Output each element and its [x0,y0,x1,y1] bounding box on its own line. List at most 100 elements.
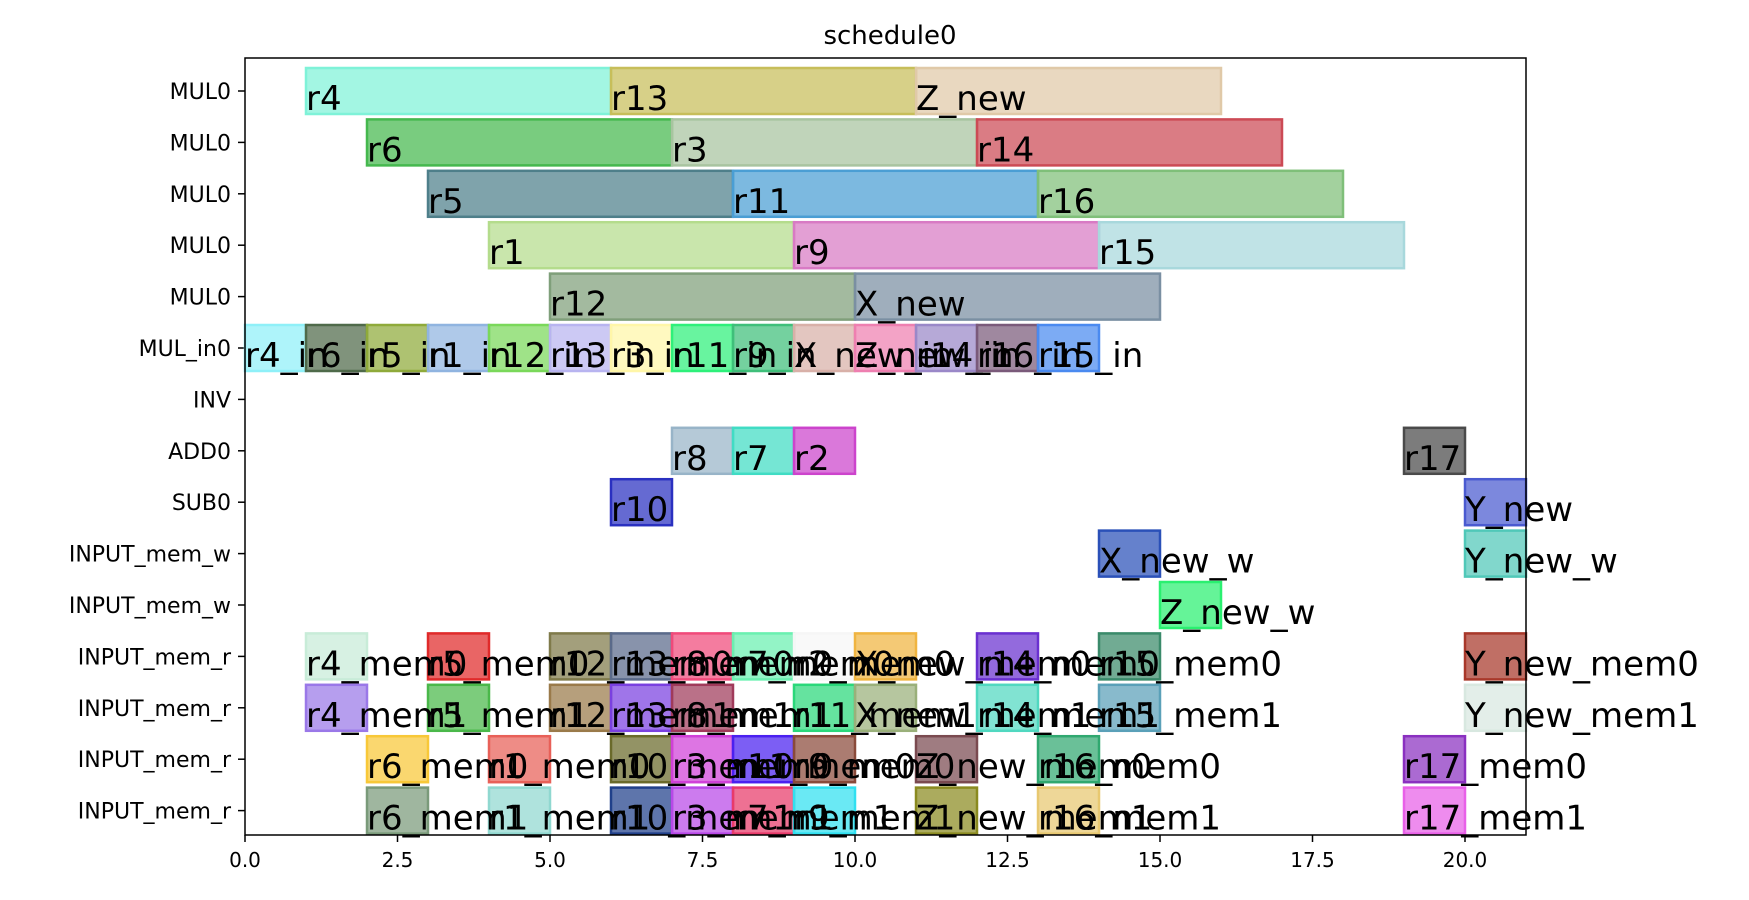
task-label-r11-mem0: r11_mem0 [733,747,916,787]
task-label-r11: r11 [733,182,790,222]
task-label-r3-mem1: r3_mem1 [672,799,833,839]
task-bar-r6-mem1 [365,786,430,835]
task-label-x-new-w: X_new_w [1099,542,1254,582]
task-bar-r9 [792,220,1101,270]
task-label-r16-in: r16_in [977,336,1082,376]
task-bar-x-new [853,272,1162,321]
task-bars [243,66,1528,835]
task-bar-z-new [914,66,1223,116]
task-label-r13-in: r13_in [550,336,655,376]
task-bar-y-new-mem1 [1463,683,1528,733]
task-label-r1-mem0: r1_mem0 [489,747,650,787]
task-label-z-new-in: Z_new_in [855,336,1014,376]
task-bar-r11 [731,169,1040,219]
task-label-r4: r4 [306,79,342,119]
row-label: MUL0 [170,234,231,259]
task-label-x-new: X_new [855,285,966,325]
task-bar-r7 [731,426,796,476]
row-label: INPUT_mem_r [78,645,232,670]
task-bar-r8-mem1 [670,683,735,733]
task-bar-r15-mem0 [1097,632,1162,681]
task-label-r15-mem0: r15_mem0 [1099,644,1282,684]
chart-title: schedule0 [823,21,956,51]
task-bar-r12-in [487,323,552,373]
task-label-x-new-mem1: X_new_mem1 [855,696,1091,736]
task-label-x-new-mem0: X_new_mem0 [855,644,1091,684]
task-bar-r8 [670,426,735,476]
row-label: INPUT_mem_w [69,543,231,568]
task-label-r5-mem1: r5_mem1 [428,696,589,736]
task-label-r3-mem0: r3_mem0 [672,747,833,787]
task-label-r4-in: r4_in [245,336,329,376]
task-bar-r7-mem1 [731,786,796,835]
row-label: INPUT_mem_w [69,594,231,619]
task-label-r6: r6 [367,130,403,170]
task-bar-y-new-w [1463,529,1528,578]
task-bar-r12 [548,272,857,321]
task-label-r2-mem0: r2_mem0 [794,644,955,684]
task-label-r13-mem0: r13_mem0 [611,644,794,684]
task-bar-r4-mem1 [304,683,369,733]
task-bar-r9-mem0 [792,734,857,784]
task-label-y-new-w: Y_new_w [1464,542,1618,582]
row-label: INV [193,388,231,413]
task-label-r9: r9 [794,233,830,273]
x-tick-label: 5.0 [534,848,566,872]
row-label: MUL0 [170,80,231,105]
task-label-r11-mem1: r11_mem1 [794,696,977,736]
task-label-r5-in: r5_in [367,336,451,376]
task-bar-x-new-in [792,323,857,373]
task-bar-z-new-w [1158,580,1223,630]
row-label: INPUT_mem_r [78,800,232,825]
x-tick-label: 17.5 [1290,848,1335,872]
task-bar-x-new-mem0 [853,632,918,681]
task-bar-r15-in [1036,323,1101,373]
task-bar-r16 [1036,169,1345,219]
x-tick-label: 2.5 [382,848,414,872]
task-label-r10: r10 [611,490,668,530]
task-bar-r3 [670,118,979,167]
task-label-r13-mem1: r13_mem1 [611,696,794,736]
task-label-r16: r16 [1038,182,1095,222]
task-bar-r3-mem1 [670,786,735,835]
task-label-z-new: Z_new [916,79,1027,119]
task-label-r15-mem1: r15_mem1 [1099,696,1282,736]
task-label-r12-in: r12_in [489,336,594,376]
x-tick-label: 0.0 [229,848,261,872]
x-tick-label: 7.5 [687,848,719,872]
row-label: MUL0 [170,131,231,156]
task-label-y-new-mem1: Y_new_mem1 [1464,696,1699,736]
task-bar-x-new-mem1 [853,683,918,733]
task-bar-r17-mem1 [1402,786,1467,835]
task-label-y-new-mem0: Y_new_mem0 [1464,644,1699,684]
task-label-r14-mem0: r14_mem0 [977,644,1160,684]
task-bar-r11-mem0 [731,734,796,784]
task-label-r13: r13 [611,79,668,119]
task-bar-r17 [1402,426,1467,476]
task-bar-r3-in [609,323,674,373]
task-label-r14-mem1: r14_mem1 [977,696,1160,736]
task-bar-r5-in [365,323,430,373]
task-bar-z-new-mem1 [914,786,979,835]
task-bar-r9-mem1 [792,786,857,835]
task-bar-r8-mem0 [670,632,735,681]
task-label-r1-in: r1_in [428,336,512,376]
row-labels: MUL0 MUL0 MUL0 MUL0 MUL0 MUL_in0 INV ADD0 SUB0 IN… [69,80,245,825]
task-label-r1: r1 [489,233,525,273]
task-label-r8: r8 [672,439,708,479]
task-label-r3-in: r3_in [611,336,695,376]
task-bar-r14-mem1 [975,683,1040,733]
task-bar-r13-mem0 [609,632,674,681]
task-bar-r6-mem0 [365,734,430,784]
task-bar-r10 [609,477,674,527]
task-label-r9-mem1: r9_mem1 [794,799,955,839]
task-bar-r13-in [548,323,613,373]
task-label-r17-mem0: r17_mem0 [1404,747,1587,787]
task-label-r12-mem1: r12_mem1 [550,696,733,736]
task-label-r9-mem0: r9_mem0 [794,747,955,787]
task-label-r4-mem1: r4_mem1 [306,696,467,736]
task-label-r3: r3 [672,130,708,170]
task-bar-r16-mem1 [1036,786,1101,835]
task-bar-r13-mem1 [609,683,674,733]
task-bar-r16-in [975,323,1040,373]
